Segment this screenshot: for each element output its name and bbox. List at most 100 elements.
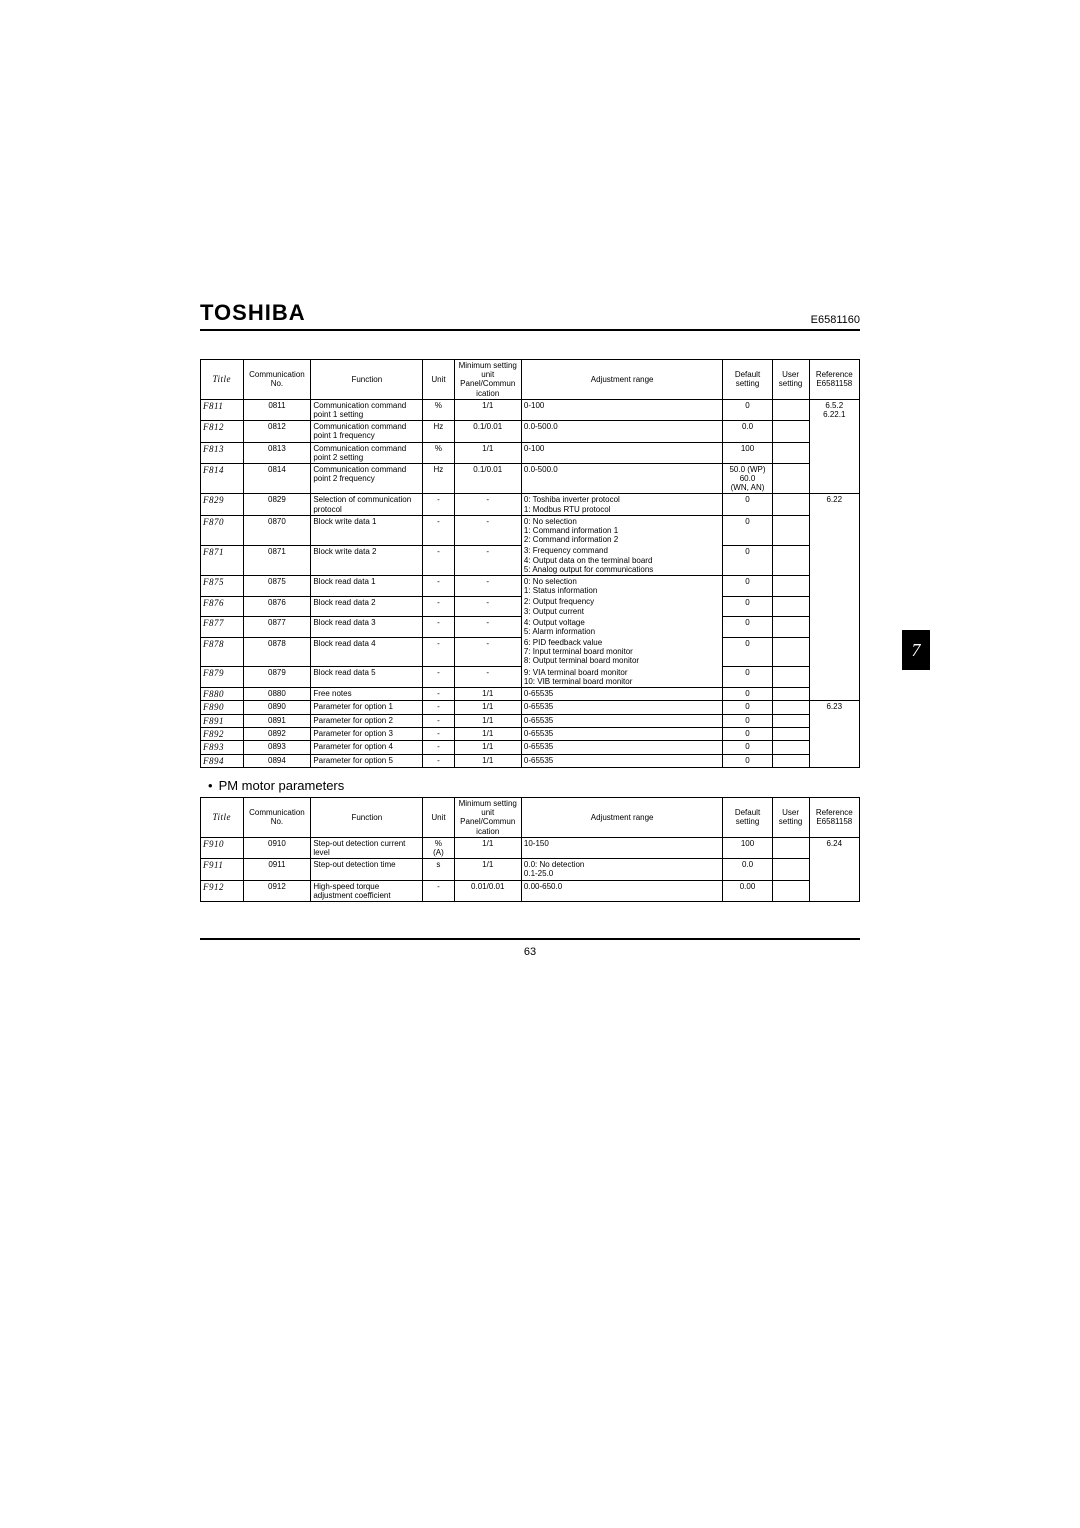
cell-adjustment-range: 0-65535 [521,728,722,741]
page-header: TOSHIBA E6581160 [200,300,860,331]
cell-title: F893 [201,741,244,754]
cell-title: F877 [201,617,244,637]
cell-user [772,859,809,880]
cell-comm-no: 0890 [243,701,311,714]
col-title: Title [201,360,244,400]
cell-title: F894 [201,754,244,767]
cell-user [772,701,809,714]
cell-unit: - [423,617,454,637]
cell-unit: % [423,399,454,420]
cell-unit: %(A) [423,837,454,858]
cell-min: 1/1 [454,714,521,727]
cell-title: F814 [201,463,244,494]
cell-adjustment-range: 0-65535 [521,688,722,701]
cell-user [772,575,809,596]
cell-adjustment-range: 0.0-500.0 [521,421,722,442]
cell-user [772,421,809,442]
cell-adjustment-range: 0-65535 [521,754,722,767]
cell-user [772,688,809,701]
cell-title: F910 [201,837,244,858]
cell-function: Block read data 3 [311,617,423,637]
cell-function: Parameter for option 5 [311,754,423,767]
cell-user [772,637,809,667]
col-min-setting: Minimum setting unit Panel/Commun icatio… [454,360,521,400]
cell-default: 0 [723,494,772,515]
cell-comm-no: 0870 [243,515,311,545]
cell-comm-no: 0877 [243,617,311,637]
cell-function: Step-out detection time [311,859,423,880]
cell-default: 0 [723,728,772,741]
cell-adjustment-range: 3: Frequency command4: Output data on th… [521,545,722,575]
cell-user [772,880,809,901]
table-row: F8900890Parameter for option 1-1/10-6553… [201,701,860,714]
cell-title: F891 [201,714,244,727]
cell-min: 1/1 [454,442,521,463]
cell-function: Parameter for option 3 [311,728,423,741]
cell-min: - [454,515,521,545]
parameter-table-2: Title Communication No. Function Unit Mi… [200,797,860,902]
cell-title: F870 [201,515,244,545]
table-row: F8110811Communication command point 1 se… [201,399,860,420]
cell-default: 0.0 [723,421,772,442]
table-row: F8790879Block read data 5--9: VIA termin… [201,667,860,688]
cell-comm-no: 0894 [243,754,311,767]
cell-function: Communication command point 2 frequency [311,463,423,494]
cell-unit: Hz [423,421,454,442]
chapter-tab: 7 [902,630,930,670]
cell-comm-no: 0910 [243,837,311,858]
cell-comm-no: 0880 [243,688,311,701]
col-min-setting: Minimum setting unit Panel/Commun icatio… [454,798,521,838]
cell-adjustment-range: 0-100 [521,442,722,463]
cell-min: 1/1 [454,754,521,767]
cell-comm-no: 0879 [243,667,311,688]
cell-unit: - [423,515,454,545]
cell-comm-no: 0814 [243,463,311,494]
cell-min: 1/1 [454,837,521,858]
cell-comm-no: 0878 [243,637,311,667]
cell-user [772,545,809,575]
cell-function: Step-out detection current level [311,837,423,858]
cell-unit: - [423,701,454,714]
cell-unit: - [423,596,454,616]
cell-user [772,399,809,420]
cell-title: F811 [201,399,244,420]
cell-user [772,741,809,754]
table-row: F9110911Step-out detection times1/10.0: … [201,859,860,880]
cell-default: 100 [723,442,772,463]
cell-function: Block write data 2 [311,545,423,575]
cell-default: 100 [723,837,772,858]
cell-function: Block write data 1 [311,515,423,545]
col-unit: Unit [423,798,454,838]
col-adjustment-range: Adjustment range [521,360,722,400]
table-row: F8920892Parameter for option 3-1/10-6553… [201,728,860,741]
cell-function: Selection of communication protocol [311,494,423,515]
cell-reference: 6.24 [809,837,859,901]
cell-function: Parameter for option 2 [311,714,423,727]
cell-adjustment-range: 0.0-500.0 [521,463,722,494]
col-reference: Reference E6581158 [809,360,859,400]
table-row: F8750875Block read data 1--0: No selecti… [201,575,860,596]
cell-min: 0.1/0.01 [454,421,521,442]
cell-title: F878 [201,637,244,667]
bullet-icon: • [208,778,213,793]
cell-min: - [454,575,521,596]
cell-comm-no: 0891 [243,714,311,727]
table-row: F8800880Free notes-1/10-655350 [201,688,860,701]
cell-function: Free notes [311,688,423,701]
cell-unit: s [423,859,454,880]
table-row: F8130813Communication command point 2 se… [201,442,860,463]
cell-title: F912 [201,880,244,901]
document-number: E6581160 [811,314,860,326]
cell-user [772,463,809,494]
cell-function: Block read data 2 [311,596,423,616]
cell-unit: - [423,575,454,596]
cell-adjustment-range: 0.0: No detection0.1-25.0 [521,859,722,880]
col-comm-no: Communication No. [243,360,311,400]
cell-unit: - [423,637,454,667]
cell-title: F911 [201,859,244,880]
table-row: F8940894Parameter for option 5-1/10-6553… [201,754,860,767]
cell-default: 0 [723,637,772,667]
cell-title: F813 [201,442,244,463]
cell-adjustment-range: 0.00-650.0 [521,880,722,901]
cell-adjustment-range: 0-100 [521,399,722,420]
